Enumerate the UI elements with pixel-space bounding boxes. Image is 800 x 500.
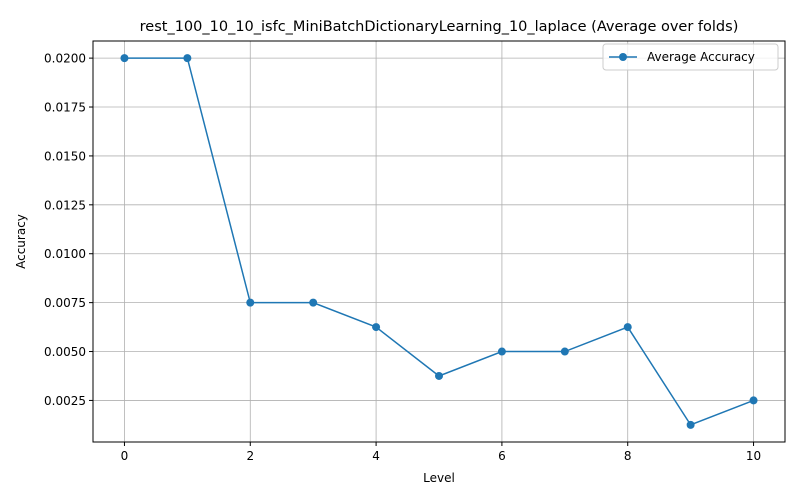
legend-marker xyxy=(619,53,627,61)
data-point xyxy=(246,298,255,307)
plot-frame xyxy=(92,40,786,443)
x-tick-label: 2 xyxy=(246,449,254,463)
data-point xyxy=(183,54,192,63)
series-layer xyxy=(120,54,758,429)
x-axis-label: Level xyxy=(423,471,455,485)
x-tick-label: 10 xyxy=(746,449,761,463)
data-point xyxy=(749,396,758,405)
chart-title: rest_100_10_10_isfc_MiniBatchDictionaryL… xyxy=(140,19,739,35)
data-point xyxy=(435,371,443,380)
x-tick-label: 0 xyxy=(121,449,129,463)
legend-label: Average Accuracy xyxy=(647,50,755,64)
y-tick-label: 0.0025 xyxy=(44,394,86,408)
y-tick-label: 0.0150 xyxy=(44,149,86,163)
data-point xyxy=(623,323,632,332)
y-tick-label: 0.0175 xyxy=(44,101,86,115)
data-point xyxy=(309,298,318,307)
x-tick-label: 4 xyxy=(372,449,380,463)
data-point xyxy=(497,347,506,356)
y-tick-label: 0.0200 xyxy=(44,52,86,66)
data-point xyxy=(120,54,129,63)
y-tick-label: 0.0050 xyxy=(44,345,86,359)
legend-box xyxy=(602,43,779,71)
x-tick-label: 8 xyxy=(624,449,632,463)
data-point xyxy=(560,347,569,356)
data-point xyxy=(372,323,381,332)
y-tick-label: 0.0125 xyxy=(44,198,86,212)
y-axis-label: Accuracy xyxy=(14,214,28,269)
data-point xyxy=(686,420,695,429)
ticks: 0 2 4 6 8 10 0.0025 0.0050 0.0075 0.0100 0.0125 0.0… xyxy=(44,52,761,463)
y-tick-label: 0.0100 xyxy=(44,247,86,261)
y-tick-label: 0.0075 xyxy=(44,296,86,310)
x-tick-label: 6 xyxy=(498,449,506,463)
legend: Average Accuracy xyxy=(602,43,779,71)
